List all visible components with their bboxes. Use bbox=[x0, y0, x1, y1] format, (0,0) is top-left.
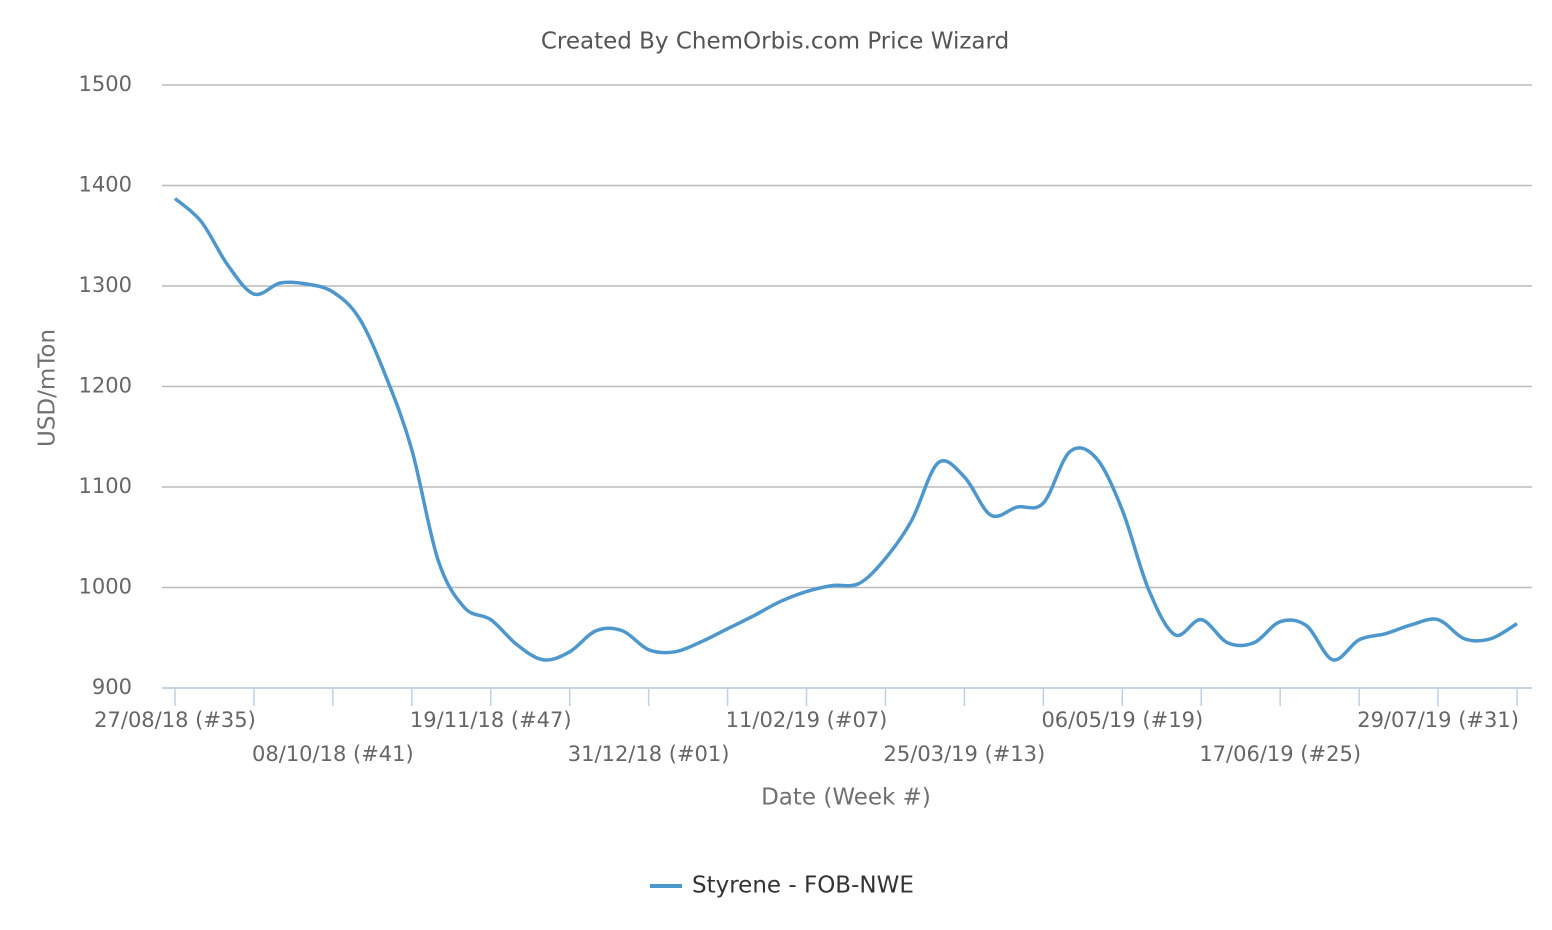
chart-title: Created By ChemOrbis.com Price Wizard bbox=[541, 29, 1009, 55]
x-tick-label: 08/10/18 (#41) bbox=[252, 742, 414, 766]
y-tick-label: 1500 bbox=[79, 72, 132, 96]
y-tick-label: 900 bbox=[92, 675, 132, 699]
x-tick-label: 19/11/18 (#47) bbox=[410, 708, 572, 732]
y-tick-label: 1000 bbox=[79, 575, 132, 599]
x-tick-label: 27/08/18 (#35) bbox=[94, 708, 256, 732]
x-tick-label: 25/03/19 (#13) bbox=[884, 742, 1046, 766]
series-line bbox=[173, 197, 1518, 662]
x-tick-label: 11/02/19 (#07) bbox=[726, 708, 888, 732]
y-axis-title: USD/mTon bbox=[35, 329, 61, 447]
legend-label: Styrene - FOB-NWE bbox=[692, 873, 914, 899]
y-tick-label: 1400 bbox=[79, 173, 132, 197]
x-axis-title: Date (Week #) bbox=[761, 785, 931, 811]
y-tick-label: 1300 bbox=[79, 273, 132, 297]
x-tick-label: 29/07/19 (#31) bbox=[1357, 708, 1519, 732]
x-tick-label: 31/12/18 (#01) bbox=[568, 742, 730, 766]
x-tick-label: 17/06/19 (#25) bbox=[1199, 742, 1361, 766]
y-tick-label: 1100 bbox=[79, 474, 132, 498]
x-tick-label: 06/05/19 (#19) bbox=[1041, 708, 1203, 732]
y-tick-label: 1200 bbox=[79, 374, 132, 398]
